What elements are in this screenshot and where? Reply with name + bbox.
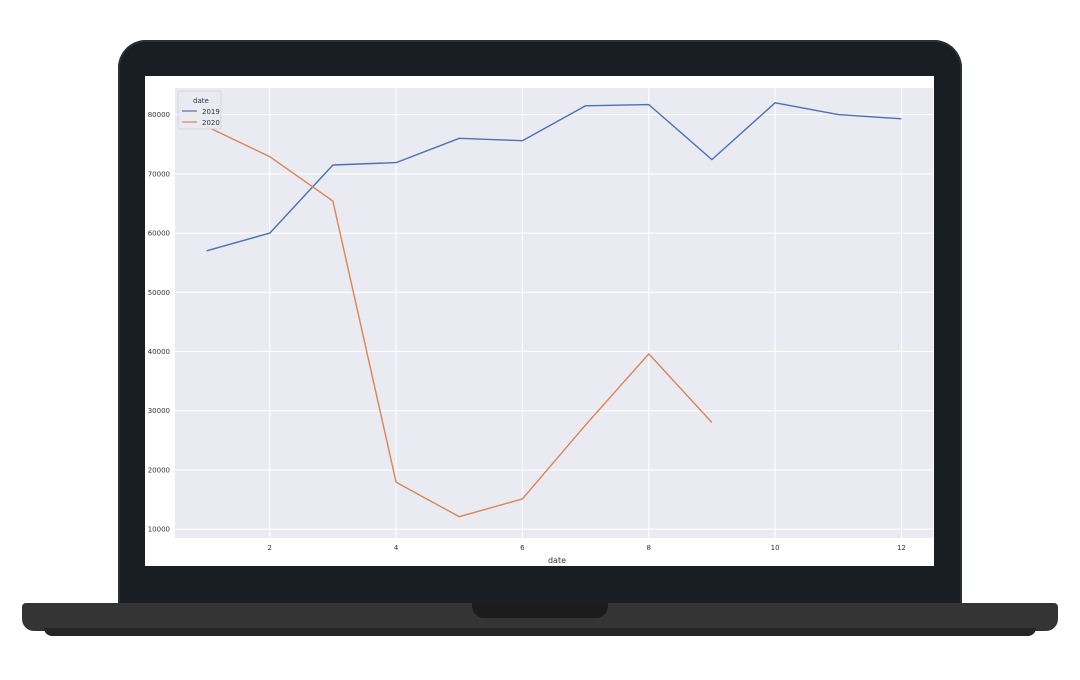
x-axis-label: date	[548, 556, 566, 565]
series-line-2019	[206, 102, 902, 252]
y-tick-label: 40000	[148, 348, 170, 356]
x-tick-label: 8	[647, 544, 651, 552]
legend-box	[177, 90, 222, 130]
plot-area	[175, 88, 933, 538]
series-line-2020	[206, 125, 713, 518]
x-tick-label: 2	[268, 544, 272, 552]
x-tick-label: 6	[520, 544, 525, 552]
y-tick-label: 10000	[148, 526, 170, 534]
x-tick-label: 12	[897, 544, 906, 552]
laptop-notch	[472, 603, 608, 618]
legend-label-2019: 2019	[202, 108, 220, 116]
y-tick-label: 30000	[148, 407, 170, 415]
legend-title: date	[193, 97, 209, 105]
y-tick-label: 60000	[148, 230, 170, 238]
y-tick-labels: 10000 20000 30000 40000 50000 60000 70000 80000	[148, 111, 170, 533]
x-tick-label: 4	[394, 544, 399, 552]
series-lines	[206, 102, 902, 518]
laptop-screen: 2 4 6 8 10 12 10000 20000 30000 40000 50000 60000 7…	[145, 76, 934, 566]
line-chart: 2 4 6 8 10 12 10000 20000 30000 40000 50000 60000 7…	[148, 88, 933, 565]
y-tick-label: 20000	[148, 466, 170, 474]
laptop-base-shadow	[44, 628, 1036, 636]
legend: date 2019 2020	[177, 90, 222, 130]
grid-lines	[175, 88, 933, 538]
x-tick-label: 10	[771, 544, 780, 552]
legend-label-2020: 2020	[202, 119, 220, 127]
y-tick-label: 80000	[148, 111, 170, 119]
x-tick-labels: 2 4 6 8 10 12	[268, 544, 906, 552]
y-tick-label: 50000	[148, 289, 170, 297]
y-tick-label: 70000	[148, 170, 170, 178]
